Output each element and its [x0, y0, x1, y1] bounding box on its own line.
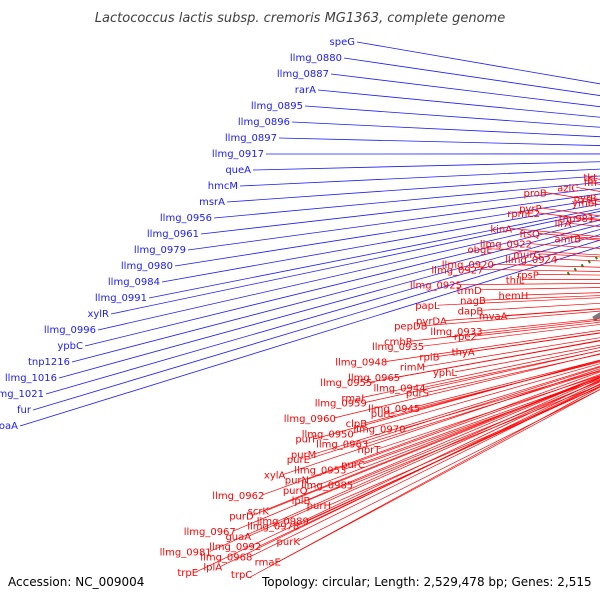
forward-gene-label: llmg_0897 [225, 133, 277, 144]
forward-gene-label: llmg_0984 [108, 277, 160, 288]
reverse-leader-line [482, 269, 600, 284]
reverse-gene-label: thiL [506, 276, 525, 287]
forward-gene-label: llmg_0917 [212, 149, 264, 160]
forward-gene-label: llmg_1021 [0, 389, 44, 400]
forward-gene-label: tnp1216 [28, 357, 70, 368]
reverse-leader-line [480, 275, 600, 290]
reverse-gene-label: amtB [554, 235, 581, 246]
reverse-gene-label: thyA [452, 347, 475, 358]
reverse-gene-label: llrA [555, 219, 572, 230]
reverse-gene-label: mvaA [479, 312, 508, 323]
forward-gene-label: llmg_0896 [238, 117, 290, 128]
forward-gene-label: llmg_0887 [277, 69, 329, 80]
reverse-gene-label: llmg_0924 [505, 255, 557, 266]
reverse-gene-label: obgE [468, 245, 493, 256]
reverse-gene-label: pepDB [394, 322, 428, 333]
reverse-gene-label: hemH [499, 291, 529, 302]
reverse-gene-label: proB [523, 188, 546, 199]
reverse-gene-label: llmg_0962 [212, 491, 264, 502]
reverse-gene-label: purF [295, 435, 318, 446]
forward-gene-label: msrA [199, 197, 225, 208]
forward-leader-line [305, 106, 600, 181]
reverse-gene-label: yphL [433, 368, 458, 379]
reverse-gene-label: purL [371, 409, 394, 420]
reverse-leader-line [537, 274, 600, 282]
forward-gene-label: xylR [87, 309, 109, 320]
forward-leader-line [344, 58, 600, 221]
topology-text: Topology: circular; Length: 2,529,478 bp… [261, 575, 592, 589]
reverse-gene-label: llmg_0948 [335, 358, 387, 369]
reverse-gene-label: llmg_0925 [410, 281, 462, 292]
forward-gene-label: llmg_0880 [290, 53, 342, 64]
forward-leader-line [253, 148, 600, 171]
forward-leader-line [279, 138, 600, 161]
reverse-gene-label: purS [406, 388, 429, 399]
forward-gene-label: llmg_0979 [134, 245, 186, 256]
reverse-gene-label: llmg_0960 [284, 414, 336, 425]
reverse-leader-line [298, 302, 600, 541]
genome-title: Lactococcus lactis subsp. cremoris MG136… [95, 11, 505, 26]
reverse-gene-label: llmg_0927 [431, 265, 483, 276]
forward-gene-label: speG [330, 37, 355, 48]
accession-text: Accession: NC_009004 [8, 575, 144, 589]
reverse-gene-label: purH [307, 501, 331, 512]
forward-gene-label: llmg_0991 [95, 293, 147, 304]
reverse-gene-label: purK [277, 537, 301, 548]
forward-leader-line [357, 42, 600, 237]
reverse-gene-label: ymbI [572, 199, 597, 210]
forward-gene-label: hmcM [208, 181, 238, 192]
reverse-gene-label: papL [415, 301, 440, 312]
reverse-gene-label: llmg_0970 [353, 424, 405, 435]
forward-gene-label: llmg_1016 [5, 373, 57, 384]
reverse-gene-label: rmaE [255, 558, 281, 569]
forward-gene-label: llmg_0895 [251, 101, 303, 112]
backbone-shadow [596, 200, 600, 323]
reverse-gene-label: llmg_0985 [301, 481, 353, 492]
reverse-gene-label: trpE [177, 568, 198, 579]
forward-gene-label: llmg_0956 [160, 213, 212, 224]
forward-gene-label: ypbC [57, 341, 83, 352]
reverse-gene-label: llmg_0955 [320, 378, 372, 389]
reverse-gene-label: rimM [400, 363, 425, 374]
reverse-gene-label: llmg_0978 [247, 522, 299, 533]
reverse-gene-label: rpmE2 [507, 209, 540, 220]
reverse-gene-label: ffh [584, 178, 597, 189]
reverse-leader-line [555, 259, 600, 289]
reverse-gene-label: llmg_0959 [315, 399, 367, 410]
forward-gene-label: fur [17, 405, 32, 416]
forward-gene-label: rarA [295, 85, 316, 96]
reverse-gene-label: xylA [264, 470, 286, 481]
forward-leader-line [318, 90, 600, 193]
reverse-gene-label: hprT [357, 445, 381, 456]
forward-gene-label: queA [225, 165, 251, 176]
reverse-gene-label: trpC [231, 570, 252, 581]
forward-gene-label: llmg_0961 [147, 229, 199, 240]
reverse-gene-label: lplA [203, 563, 222, 574]
forward-gene-label: llmg_0980 [121, 261, 173, 272]
forward-gene-label: coaA [0, 421, 18, 432]
reverse-gene-label: llmg_0935 [372, 342, 424, 353]
forward-gene-label: llmg_0996 [44, 325, 96, 336]
reverse-gene-label: rpe2 [454, 332, 477, 343]
forward-leader-line [214, 138, 600, 219]
reverse-gene-label: kinA [490, 224, 512, 235]
